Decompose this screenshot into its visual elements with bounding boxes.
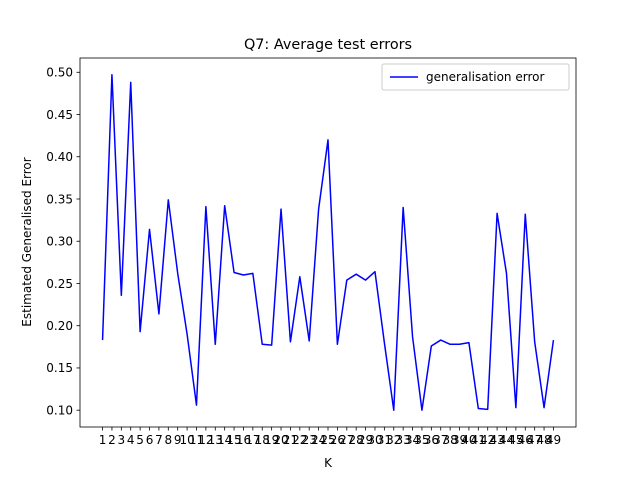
x-tick-label: 25 [320,433,335,447]
x-tick-label: 45 [508,433,523,447]
x-tick-label: 40 [461,433,476,447]
y-tick-label: 0.40 [46,150,73,164]
y-tick-label: 0.25 [46,277,73,291]
x-tick-label: 13 [208,433,223,447]
chart-title: Q7: Average test errors [244,37,412,53]
y-tick-label: 0.50 [46,66,73,80]
x-tick-label: 18 [255,433,270,447]
x-tick-label: 28 [349,433,364,447]
x-tick-label: 36 [424,433,439,447]
x-tick-label: 37 [433,433,448,447]
x-tick-label: 5 [136,433,144,447]
x-tick-label: 33 [396,433,411,447]
x-tick-label: 26 [330,433,345,447]
x-tick-label: 30 [367,433,382,447]
x-tick-label: 14 [217,433,232,447]
y-tick-label: 0.30 [46,235,73,249]
plot-area [79,57,577,428]
x-tick-label: 20 [273,433,288,447]
series-line [101,74,555,411]
x-tick-label: 29 [358,433,373,447]
x-tick-label: 49 [546,433,561,447]
y-tick-label: 0.10 [46,403,73,417]
x-tick-label: 12 [198,433,213,447]
y-tick-label: 0.45 [46,108,73,122]
x-tick-label: 27 [339,433,354,447]
y-tick-label: 0.20 [46,319,73,333]
x-tick-label: 34 [405,433,420,447]
x-tick-label: 6 [146,433,154,447]
x-tick-label: 17 [245,433,260,447]
x-tick-label: 41 [471,433,486,447]
legend-box [381,63,570,91]
x-tick-label: 15 [226,433,241,447]
x-tick-label: 10 [179,433,194,447]
x-tick-label: 42 [480,433,495,447]
x-tick-label: 21 [283,433,298,447]
x-tick-label: 23 [302,433,317,447]
y-axis: 0.10 0.15 0.20 0.25 0.30 0.35 0.40 0.45 0.50 [46,66,80,417]
x-tick-label: 46 [518,433,533,447]
x-tick-label: 24 [311,433,326,447]
x-tick-label: 22 [292,433,307,447]
x-tick-label: 48 [536,433,551,447]
x-tick-label: 38 [442,433,457,447]
x-tick-label: 35 [414,433,429,447]
x-tick-label: 8 [164,433,172,447]
x-axis: 1 2 3 4 5 6 7 8 91011121314151617181920212223242… [99,427,561,447]
y-tick-label: 0.15 [46,361,73,375]
x-tick-label: 9 [174,433,182,447]
x-tick-label: 44 [499,433,514,447]
x-tick-label: 16 [236,433,251,447]
y-axis-label: Estimated Generalised Error [20,157,34,326]
x-axis-label: K [324,456,333,470]
x-tick-label: 43 [489,433,504,447]
y-tick-label: 0.35 [46,192,73,206]
x-tick-label: 31 [377,433,392,447]
x-tick-label: 3 [118,433,126,447]
legend: generalisation error [381,63,570,91]
x-tick-label: 7 [155,433,163,447]
x-tick-label: 2 [108,433,116,447]
legend-entry-label: generalisation error [426,70,544,84]
x-tick-label: 32 [386,433,401,447]
x-tick-label: 19 [264,433,279,447]
x-tick-label: 1 [99,433,107,447]
x-tick-label: 39 [452,433,467,447]
x-tick-label: 47 [527,433,542,447]
x-tick-label: 4 [127,433,135,447]
x-tick-label: 11 [189,433,204,447]
